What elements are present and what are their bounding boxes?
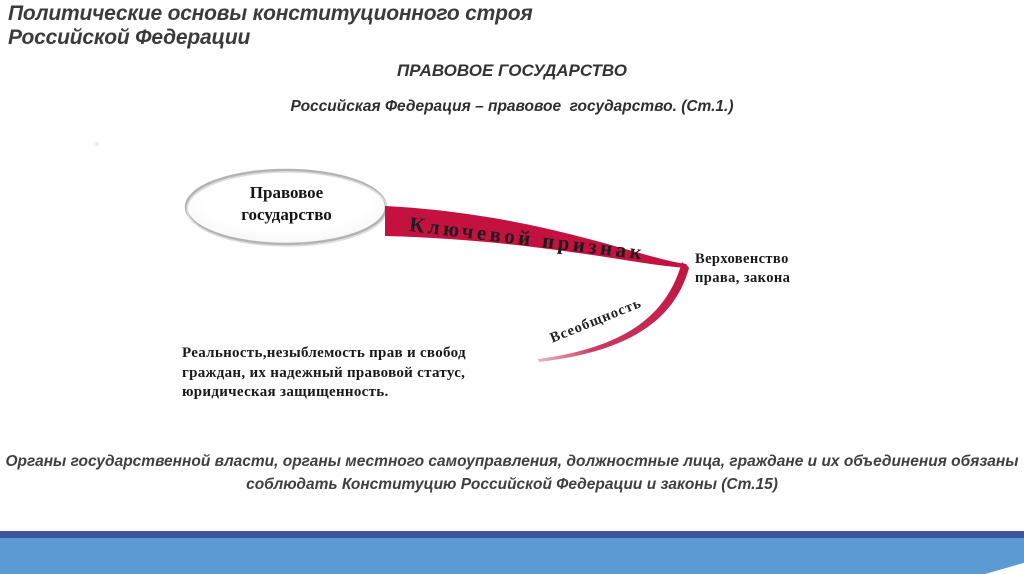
supremacy-line2: права, закона (695, 270, 791, 286)
footer-note-line2: соблюдать Конституцию Российской Федерац… (246, 476, 778, 493)
universality-curve (538, 262, 689, 362)
slide-title-line2: Российской Федерации (8, 26, 251, 49)
bottom-bar-dark-stripe (0, 531, 1024, 538)
ellipse-label-line2: государство (241, 205, 332, 224)
supremacy-text: Верховенство права, закона (695, 250, 790, 288)
stray-dot-artifact (95, 142, 99, 146)
footer-note: Органы государственной власти, органы ме… (0, 450, 1024, 496)
section-heading: ПРАВОВОЕ ГОСУДАРСТВО (397, 61, 627, 80)
section-subheading: Российская Федерация – правовое государс… (290, 98, 734, 115)
reality-line3: юридическая защищенность. (182, 384, 389, 400)
supremacy-line1: Верховенство (695, 251, 789, 267)
slide-title-line1: Политические основы конституционного стр… (8, 2, 533, 25)
reality-line1: Реальность,незыблемость прав и свобод (182, 345, 466, 361)
key-feature-swoosh (385, 206, 689, 268)
ellipse-label: Правовое государство (186, 182, 387, 226)
footer-note-line1: Органы государственной власти, органы ме… (5, 453, 1019, 470)
slide-title: Политические основы конституционного стр… (8, 2, 533, 50)
reality-line2: граждан, их надежный правовой статус, (182, 364, 466, 381)
reality-text: Реальность,незыблемость прав и свобод гр… (182, 344, 466, 403)
ellipse-label-line1: Правовое (249, 183, 324, 202)
bottom-bar-light (0, 538, 1024, 574)
